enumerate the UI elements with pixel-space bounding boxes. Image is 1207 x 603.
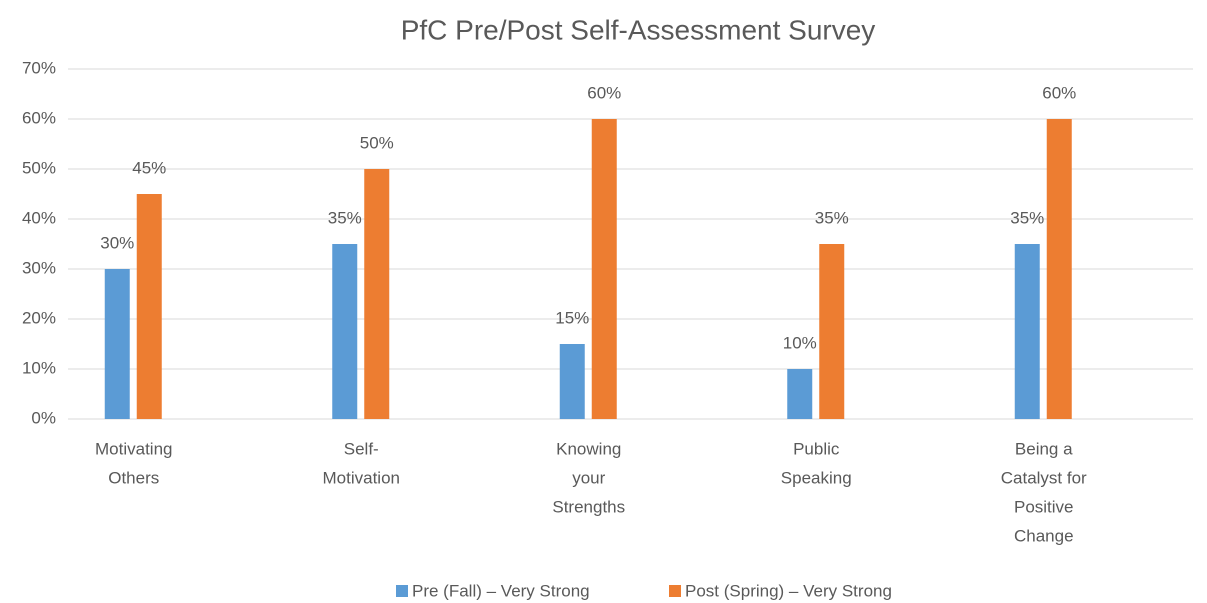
legend-label: Pre (Fall) – Very Strong: [412, 581, 590, 600]
y-tick-label: 70%: [22, 58, 56, 77]
bar: [136, 194, 162, 419]
x-tick-label: Positive: [1014, 497, 1074, 516]
x-tick-label: Self-: [344, 439, 379, 458]
value-label: 50%: [360, 133, 394, 152]
y-tick-label: 30%: [22, 258, 56, 277]
x-tick-label: Public: [793, 439, 840, 458]
y-tick-label: 50%: [22, 158, 56, 177]
legend-swatch: [396, 585, 408, 597]
x-tick-label: your: [572, 468, 605, 487]
legend-swatch: [669, 585, 681, 597]
x-tick-label: Catalyst for: [1001, 468, 1087, 487]
x-tick-label: Knowing: [556, 439, 621, 458]
x-tick-label: Others: [108, 468, 159, 487]
bar: [591, 119, 617, 419]
bar: [1046, 119, 1072, 419]
chart-title: PfC Pre/Post Self-Assessment Survey: [401, 14, 876, 45]
bar: [1014, 244, 1040, 419]
value-label: 60%: [587, 83, 621, 102]
value-label: 35%: [328, 208, 362, 227]
value-label: 15%: [555, 308, 589, 327]
x-tick-label: Speaking: [781, 468, 852, 487]
bar: [364, 169, 390, 419]
value-label: 35%: [815, 208, 849, 227]
y-tick-label: 10%: [22, 358, 56, 377]
x-tick-label: Strengths: [552, 497, 625, 516]
y-tick-label: 0%: [31, 408, 56, 427]
legend-label: Post (Spring) – Very Strong: [685, 581, 892, 600]
y-tick-label: 60%: [22, 108, 56, 127]
x-tick-label: Being a: [1015, 439, 1073, 458]
bar: [332, 244, 358, 419]
value-label: 35%: [1010, 208, 1044, 227]
bar: [104, 269, 130, 419]
bar: [819, 244, 845, 419]
x-tick-label: Motivation: [323, 468, 400, 487]
x-tick-label: Motivating: [95, 439, 172, 458]
x-tick-label: Change: [1014, 526, 1074, 545]
bar: [559, 344, 585, 419]
value-label: 30%: [100, 233, 134, 252]
value-label: 10%: [783, 333, 817, 352]
y-tick-label: 20%: [22, 308, 56, 327]
value-label: 60%: [1042, 83, 1076, 102]
bar: [787, 369, 813, 419]
y-tick-label: 40%: [22, 208, 56, 227]
value-label: 45%: [132, 158, 166, 177]
